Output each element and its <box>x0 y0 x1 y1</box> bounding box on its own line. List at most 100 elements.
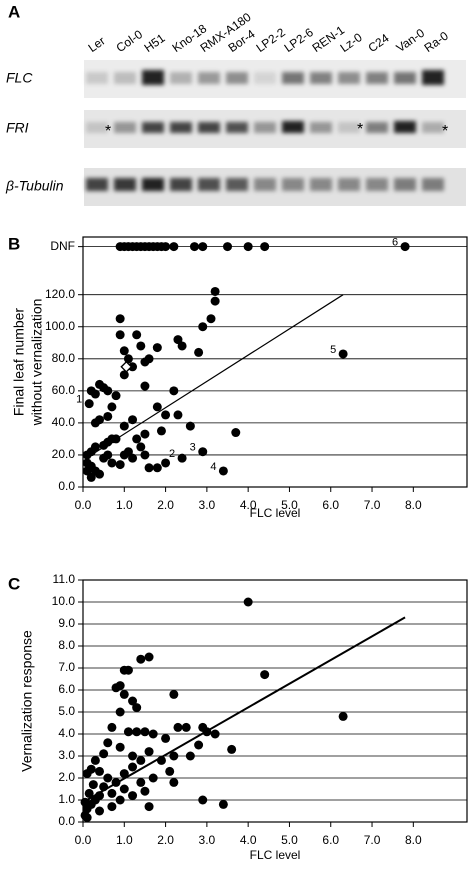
x-tick-label: 8.0 <box>405 498 422 512</box>
data-point <box>194 740 204 750</box>
data-point <box>144 802 154 812</box>
lane-label: Col-0 <box>114 27 146 55</box>
y-tick-label: 3.0 <box>58 748 75 762</box>
data-point <box>119 769 129 779</box>
data-point <box>260 242 270 252</box>
data-point <box>99 749 109 759</box>
data-point <box>136 442 146 452</box>
y-tick-label: 0.0 <box>58 814 75 828</box>
data-point <box>218 799 228 809</box>
point-annotation: 1 <box>76 394 82 406</box>
data-point <box>128 791 138 801</box>
lane-label: Van-0 <box>394 26 428 56</box>
y-tick-label: 20.0 <box>52 447 76 461</box>
data-point <box>169 386 179 396</box>
data-point <box>111 391 121 401</box>
data-point <box>107 802 117 812</box>
data-point <box>111 777 121 787</box>
panel-label: B <box>8 234 20 253</box>
data-point <box>400 242 410 252</box>
data-point <box>107 458 117 468</box>
x-tick-label: 0.0 <box>75 833 92 847</box>
data-point <box>107 722 117 732</box>
data-point <box>189 242 199 252</box>
data-point <box>148 729 158 739</box>
x-tick-label: 5.0 <box>281 833 298 847</box>
data-point <box>119 784 129 794</box>
data-point <box>80 797 90 807</box>
data-point <box>136 654 146 664</box>
y-tick-label: 6.0 <box>58 682 75 696</box>
data-point <box>198 322 208 332</box>
data-point <box>338 711 348 721</box>
y-tick-label: 5.0 <box>58 704 75 718</box>
data-point <box>173 722 183 732</box>
point-annotation: 6 <box>392 237 398 249</box>
data-point <box>119 421 129 431</box>
data-point <box>144 463 154 473</box>
blot <box>84 60 466 206</box>
data-point <box>198 242 208 252</box>
data-point <box>156 426 166 436</box>
row-label: FRI <box>6 120 29 136</box>
y-axis-label: Vernalization response <box>19 630 35 772</box>
y-tick-label: 4.0 <box>58 726 75 740</box>
y-tick-label: 7.0 <box>58 660 75 674</box>
data-point <box>185 421 195 431</box>
data-point <box>210 729 220 739</box>
data-point <box>86 472 96 482</box>
data-point <box>103 411 113 421</box>
data-point <box>152 343 162 353</box>
panel-label: A <box>8 2 20 21</box>
point-annotation: 5 <box>330 344 336 356</box>
x-tick-label: 6.0 <box>322 833 339 847</box>
data-point <box>128 696 138 706</box>
x-tick-label: 4.0 <box>240 498 257 512</box>
data-point <box>90 755 100 765</box>
data-point <box>169 751 179 761</box>
data-point <box>152 463 162 473</box>
x-tick-label: 1.0 <box>116 833 133 847</box>
data-point <box>161 458 171 468</box>
lane-label: LP2-6 <box>282 25 317 55</box>
data-point <box>338 349 348 359</box>
data-point <box>119 346 129 356</box>
trend-line <box>90 294 344 456</box>
data-point <box>144 354 154 364</box>
data-point <box>140 429 150 439</box>
lane-label: LP2-2 <box>254 25 289 55</box>
plot-frame <box>82 579 468 823</box>
x-tick-label: 3.0 <box>199 833 216 847</box>
data-point <box>115 707 125 717</box>
data-point <box>173 410 183 420</box>
row-label: β-Tubulin <box>5 178 64 194</box>
y-tick-label: 60.0 <box>52 383 76 397</box>
data-point <box>161 242 171 252</box>
y-tick-label: 100.0 <box>45 319 75 333</box>
data-point <box>84 399 94 409</box>
data-point <box>140 727 150 737</box>
data-point <box>120 360 133 373</box>
data-point <box>103 450 113 460</box>
data-point <box>227 744 237 754</box>
lane-label: H51 <box>142 31 168 55</box>
data-point <box>132 434 142 444</box>
data-point <box>90 418 100 428</box>
x-axis-label: FLC level <box>250 848 301 862</box>
point-annotation: 4 <box>210 461 216 473</box>
data-point <box>95 806 105 816</box>
point-annotation: 2 <box>169 448 175 460</box>
data-point <box>140 450 150 460</box>
data-point <box>82 769 92 779</box>
data-point <box>99 440 109 450</box>
lane-label: C24 <box>366 31 392 55</box>
y-tick-label: 0.0 <box>58 479 75 493</box>
data-point <box>107 402 117 412</box>
data-point <box>148 773 158 783</box>
y-tick-label: DNF <box>50 239 75 253</box>
data-point <box>115 460 125 470</box>
data-point <box>95 469 105 479</box>
data-point <box>99 782 109 792</box>
data-point <box>198 447 208 457</box>
x-tick-label: 5.0 <box>281 498 298 512</box>
